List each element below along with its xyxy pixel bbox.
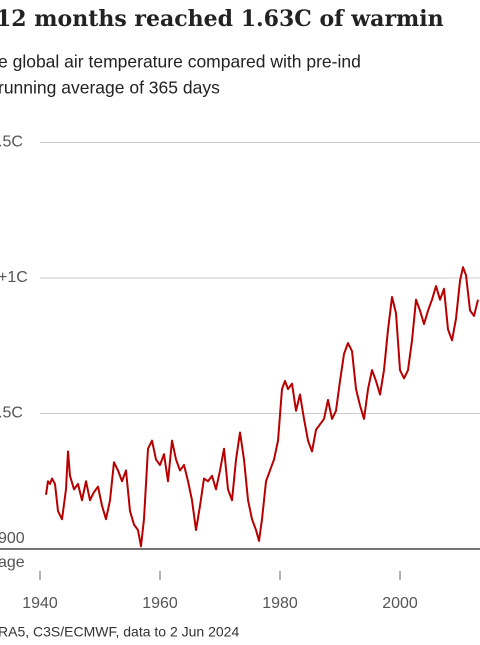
- chart-title: 12 months reached 1.63C of warmin: [0, 6, 444, 32]
- y-tick-label: .5C: [0, 134, 23, 151]
- x-tick-label: 1940: [22, 595, 58, 612]
- data-line: [45, 266, 479, 548]
- y-tick-label: 900: [0, 530, 25, 547]
- y-tick-label: +1C: [0, 269, 28, 286]
- y-tick-label: age: [0, 554, 25, 571]
- chart-subtitle: running average of 365 days: [0, 78, 220, 98]
- source: RA5, C3S/ECMWF, data to 2 Jun 2024: [0, 624, 239, 640]
- y-tick-label: .5C: [0, 405, 23, 422]
- x-tick-label: 2000: [382, 595, 418, 612]
- x-tick-label: 1960: [142, 595, 178, 612]
- x-tick-label: 1980: [262, 595, 298, 612]
- chart-subtitle: e global air temperature compared with p…: [0, 52, 361, 72]
